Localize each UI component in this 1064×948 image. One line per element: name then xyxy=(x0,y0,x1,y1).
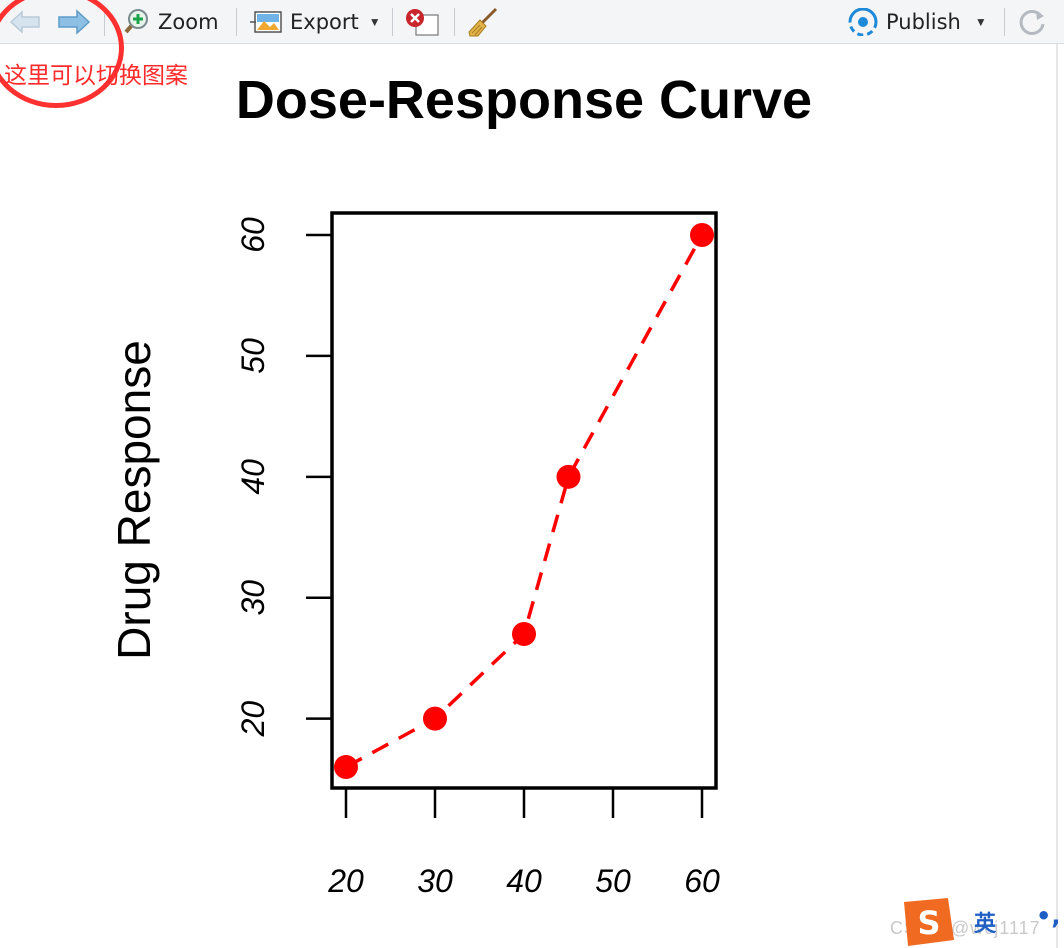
plot-toolbar: Zoom Export ▼ xyxy=(0,0,1064,44)
ime-toolbar[interactable]: S 英 •, xyxy=(896,896,1064,948)
data-point xyxy=(334,755,358,779)
zoom-button[interactable]: Zoom xyxy=(120,0,219,44)
ime-language-label[interactable]: 英 xyxy=(974,912,997,937)
series-line xyxy=(345,234,704,769)
ime-punctuation-label[interactable]: •, xyxy=(1036,902,1061,930)
y-tick-label: 50 xyxy=(235,338,271,374)
data-point xyxy=(556,464,581,489)
y-tick-label: 30 xyxy=(235,580,271,616)
y-axis-label: Drug Response xyxy=(108,340,160,660)
refresh-icon xyxy=(1019,9,1045,35)
data-point xyxy=(423,706,447,731)
toolbar-separator xyxy=(1004,8,1005,36)
x-tick-label: 60 xyxy=(684,863,720,899)
chevron-down-icon: ▼ xyxy=(974,15,987,29)
y-axis: 20 30 40 50 60 xyxy=(235,217,332,737)
data-point xyxy=(690,223,714,247)
x-axis: 20 30 40 50 60 xyxy=(327,788,720,899)
publish-icon xyxy=(848,8,878,36)
y-tick-label: 40 xyxy=(235,459,271,495)
toolbar-separator xyxy=(454,8,455,36)
chart-title: Dose-Response Curve xyxy=(236,70,812,130)
svg-text:S: S xyxy=(917,904,940,942)
plot-frame xyxy=(330,211,718,790)
y-tick-label: 20 xyxy=(235,701,271,738)
sogou-icon: S xyxy=(904,898,954,946)
zoom-icon xyxy=(124,9,148,34)
chevron-down-icon: ▼ xyxy=(368,15,381,29)
export-button[interactable]: Export ▼ xyxy=(250,0,381,44)
toolbar-separator xyxy=(392,8,393,36)
x-tick-label: 40 xyxy=(506,863,542,899)
x-tick-label: 30 xyxy=(417,863,453,899)
annotation-circle xyxy=(0,0,124,108)
publish-button[interactable]: Publish ▼ xyxy=(846,0,987,44)
window-edge xyxy=(1056,44,1058,948)
remove-plot-icon xyxy=(406,9,439,36)
data-point xyxy=(512,622,536,646)
remove-plot-button[interactable] xyxy=(404,0,440,44)
refresh-button[interactable] xyxy=(1016,0,1048,44)
publish-label: Publish xyxy=(886,10,961,34)
y-tick-label: 60 xyxy=(235,217,271,253)
export-label: Export xyxy=(290,10,359,34)
export-image-icon xyxy=(250,11,282,33)
toolbar-separator xyxy=(236,8,237,36)
zoom-label: Zoom xyxy=(158,10,219,34)
x-tick-label: 20 xyxy=(327,863,364,899)
x-tick-label: 50 xyxy=(595,863,631,899)
broom-icon xyxy=(468,7,498,37)
plot-viewer: Dose-Response Curve Drug Response 20 30 40… xyxy=(108,70,812,899)
series-layer xyxy=(334,223,714,779)
annotation-text: 这里可以切换图案 xyxy=(4,63,188,89)
clear-all-plots-button[interactable] xyxy=(466,0,500,44)
